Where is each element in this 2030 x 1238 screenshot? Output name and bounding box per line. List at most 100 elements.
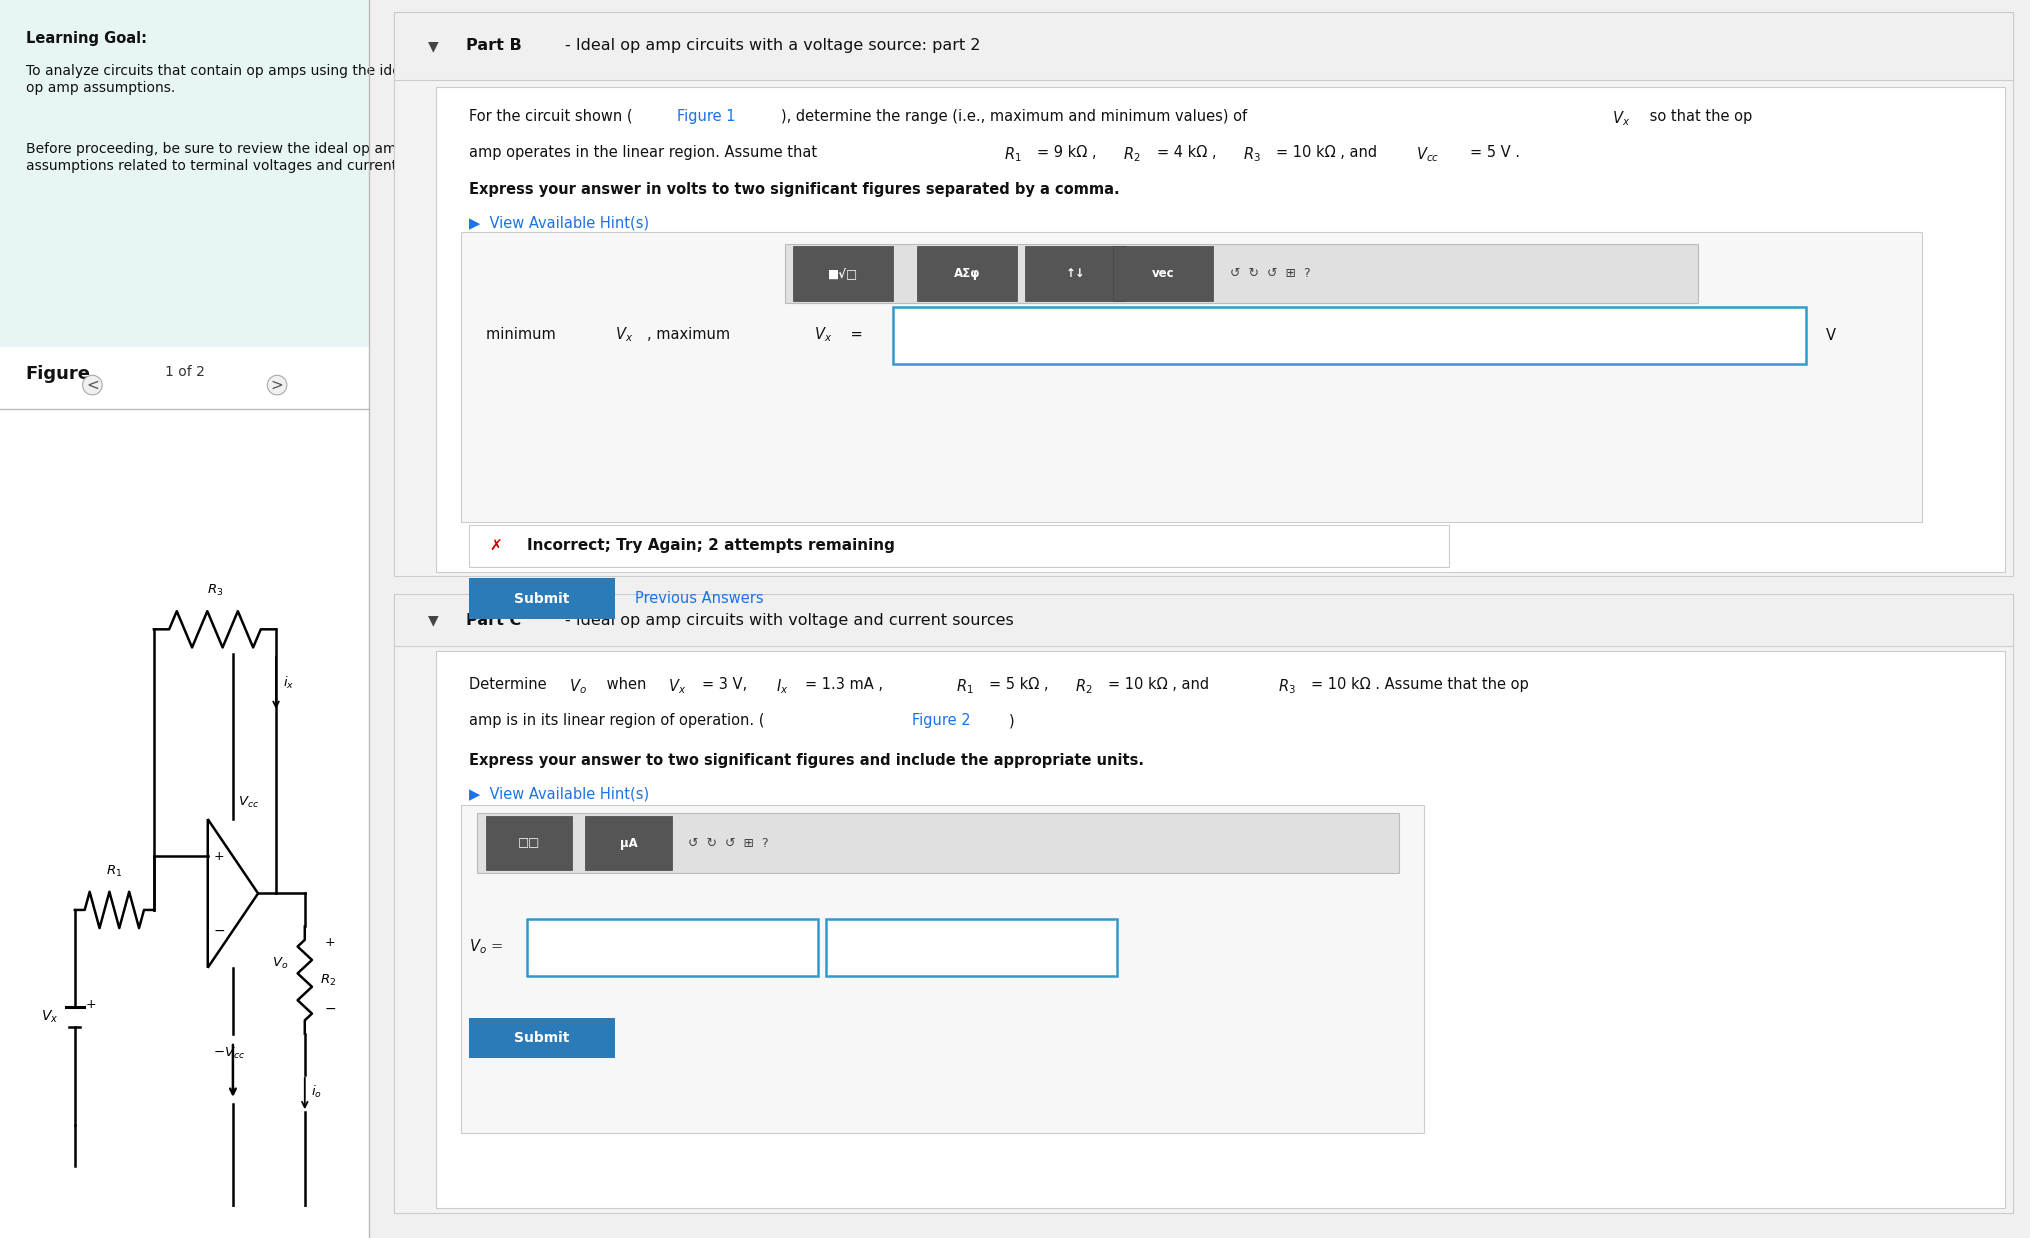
- Text: ), determine the range (i.e., maximum and minimum values) of: ), determine the range (i.e., maximum an…: [782, 109, 1246, 124]
- Text: = 1.3 mA ,: = 1.3 mA ,: [804, 677, 883, 692]
- Text: ): ): [1009, 713, 1015, 728]
- Text: Figure 1: Figure 1: [676, 109, 735, 124]
- Text: ↺  ↻  ↺  ⊞  ?: ↺ ↻ ↺ ⊞ ?: [688, 837, 769, 849]
- Text: Figure 2: Figure 2: [911, 713, 970, 728]
- Text: Before proceeding, be sure to review the ideal op amp
assumptions related to ter: Before proceeding, be sure to review the…: [26, 142, 408, 172]
- Text: Express your answer in volts to two significant figures separated by a comma.: Express your answer in volts to two sign…: [469, 182, 1121, 197]
- FancyBboxPatch shape: [0, 347, 369, 1238]
- Text: $V_{cc}$: $V_{cc}$: [1415, 145, 1439, 163]
- Text: = 5 V .: = 5 V .: [1470, 145, 1520, 160]
- Text: ▼: ▼: [428, 613, 438, 628]
- FancyBboxPatch shape: [394, 12, 2014, 80]
- Text: amp operates in the linear region. Assume that: amp operates in the linear region. Assum…: [469, 145, 818, 160]
- FancyBboxPatch shape: [469, 1018, 615, 1058]
- Text: $R_1$: $R_1$: [106, 863, 122, 879]
- Text: $V_x$: $V_x$: [41, 1009, 59, 1025]
- Text: = 9 kΩ ,: = 9 kΩ ,: [1037, 145, 1096, 160]
- Text: Incorrect; Try Again; 2 attempts remaining: Incorrect; Try Again; 2 attempts remaini…: [528, 539, 895, 553]
- Text: minimum: minimum: [485, 327, 560, 342]
- Text: μA: μA: [619, 837, 637, 849]
- Text: , maximum: , maximum: [648, 327, 735, 342]
- Text: Express your answer to two significant figures and include the appropriate units: Express your answer to two significant f…: [469, 753, 1145, 768]
- Text: $V_x$: $V_x$: [668, 677, 686, 696]
- Text: $R_2$: $R_2$: [1076, 677, 1092, 696]
- Text: when: when: [603, 677, 652, 692]
- Text: - Ideal op amp circuits with voltage and current sources: - Ideal op amp circuits with voltage and…: [566, 613, 1015, 628]
- Text: Value: Value: [652, 940, 694, 954]
- Text: Figure: Figure: [26, 365, 91, 384]
- Text: $R_3$: $R_3$: [1277, 677, 1295, 696]
- FancyBboxPatch shape: [784, 244, 1697, 303]
- Text: amp is in its linear region of operation. (: amp is in its linear region of operation…: [469, 713, 765, 728]
- FancyBboxPatch shape: [485, 816, 572, 870]
- Text: Units: Units: [952, 940, 991, 954]
- Text: 1 of 2: 1 of 2: [164, 365, 205, 379]
- FancyBboxPatch shape: [477, 813, 1399, 873]
- Text: −: −: [325, 1002, 337, 1016]
- Text: ■√□: ■√□: [828, 267, 859, 280]
- FancyBboxPatch shape: [469, 578, 615, 619]
- FancyBboxPatch shape: [0, 0, 369, 347]
- Text: To analyze circuits that contain op amps using the ideal
op amp assumptions.: To analyze circuits that contain op amps…: [26, 64, 414, 94]
- Text: Submit: Submit: [514, 1031, 570, 1045]
- FancyBboxPatch shape: [528, 919, 818, 976]
- Text: ✗: ✗: [489, 539, 501, 553]
- Text: $R_3$: $R_3$: [207, 583, 223, 598]
- Text: $V_x$: $V_x$: [615, 324, 633, 344]
- FancyBboxPatch shape: [436, 651, 2006, 1208]
- Text: =: =: [847, 327, 863, 342]
- Text: $-V_{cc}$: $-V_{cc}$: [213, 1046, 246, 1061]
- Text: □□: □□: [518, 837, 540, 849]
- Text: ↺  ↻  ↺  ⊞  ?: ↺ ↻ ↺ ⊞ ?: [1230, 267, 1309, 280]
- Text: = 4 kΩ ,: = 4 kΩ ,: [1157, 145, 1216, 160]
- Text: Learning Goal:: Learning Goal:: [26, 31, 146, 46]
- FancyBboxPatch shape: [1025, 246, 1125, 301]
- Text: +: +: [85, 998, 95, 1011]
- Text: For the circuit shown (: For the circuit shown (: [469, 109, 633, 124]
- Text: $V_{cc}$: $V_{cc}$: [238, 795, 260, 810]
- FancyBboxPatch shape: [394, 12, 2014, 576]
- FancyBboxPatch shape: [794, 246, 893, 301]
- Text: Part C: Part C: [465, 613, 522, 628]
- Text: ▼: ▼: [428, 38, 438, 53]
- FancyBboxPatch shape: [1112, 246, 1214, 301]
- Text: $R_3$: $R_3$: [1242, 145, 1261, 163]
- FancyBboxPatch shape: [469, 525, 1449, 567]
- Text: −: −: [213, 924, 225, 937]
- Text: = 5 kΩ ,: = 5 kΩ ,: [989, 677, 1047, 692]
- Text: $i_o$: $i_o$: [311, 1083, 323, 1099]
- Text: Submit: Submit: [514, 592, 570, 605]
- Text: $V_x$: $V_x$: [1612, 109, 1630, 128]
- Text: $R_1$: $R_1$: [956, 677, 972, 696]
- Text: Part B: Part B: [465, 38, 522, 53]
- FancyBboxPatch shape: [436, 87, 2006, 572]
- Text: +: +: [325, 936, 335, 950]
- Text: = 3 V,: = 3 V,: [702, 677, 747, 692]
- Text: so that the op: so that the op: [1644, 109, 1752, 124]
- Text: = 10 kΩ , and: = 10 kΩ , and: [1108, 677, 1210, 692]
- Text: = 10 kΩ , and: = 10 kΩ , and: [1277, 145, 1376, 160]
- Text: +: +: [213, 849, 223, 863]
- Text: - Ideal op amp circuits with a voltage source: part 2: - Ideal op amp circuits with a voltage s…: [566, 38, 980, 53]
- Text: $i_x$: $i_x$: [282, 675, 294, 691]
- FancyBboxPatch shape: [394, 594, 2014, 646]
- Text: $V_x$: $V_x$: [814, 324, 832, 344]
- Text: ↑↓: ↑↓: [1066, 267, 1086, 280]
- Text: ▶  View Available Hint(s): ▶ View Available Hint(s): [469, 215, 650, 230]
- Text: V: V: [1825, 328, 1835, 343]
- Text: ▶  View Available Hint(s): ▶ View Available Hint(s): [469, 786, 650, 801]
- Text: Determine: Determine: [469, 677, 552, 692]
- Text: $V_o$ =: $V_o$ =: [469, 937, 503, 957]
- Text: <: <: [85, 378, 99, 392]
- FancyBboxPatch shape: [918, 246, 1017, 301]
- FancyBboxPatch shape: [461, 805, 1423, 1133]
- Text: Previous Answers: Previous Answers: [635, 591, 763, 607]
- FancyBboxPatch shape: [585, 816, 672, 870]
- Text: >: >: [270, 378, 284, 392]
- Text: ΑΣφ: ΑΣφ: [954, 267, 980, 280]
- Text: $V_o$: $V_o$: [272, 956, 288, 971]
- Text: vec: vec: [1151, 267, 1175, 280]
- FancyBboxPatch shape: [461, 232, 1922, 522]
- FancyBboxPatch shape: [394, 597, 2014, 1213]
- Text: $R_2$: $R_2$: [321, 973, 337, 988]
